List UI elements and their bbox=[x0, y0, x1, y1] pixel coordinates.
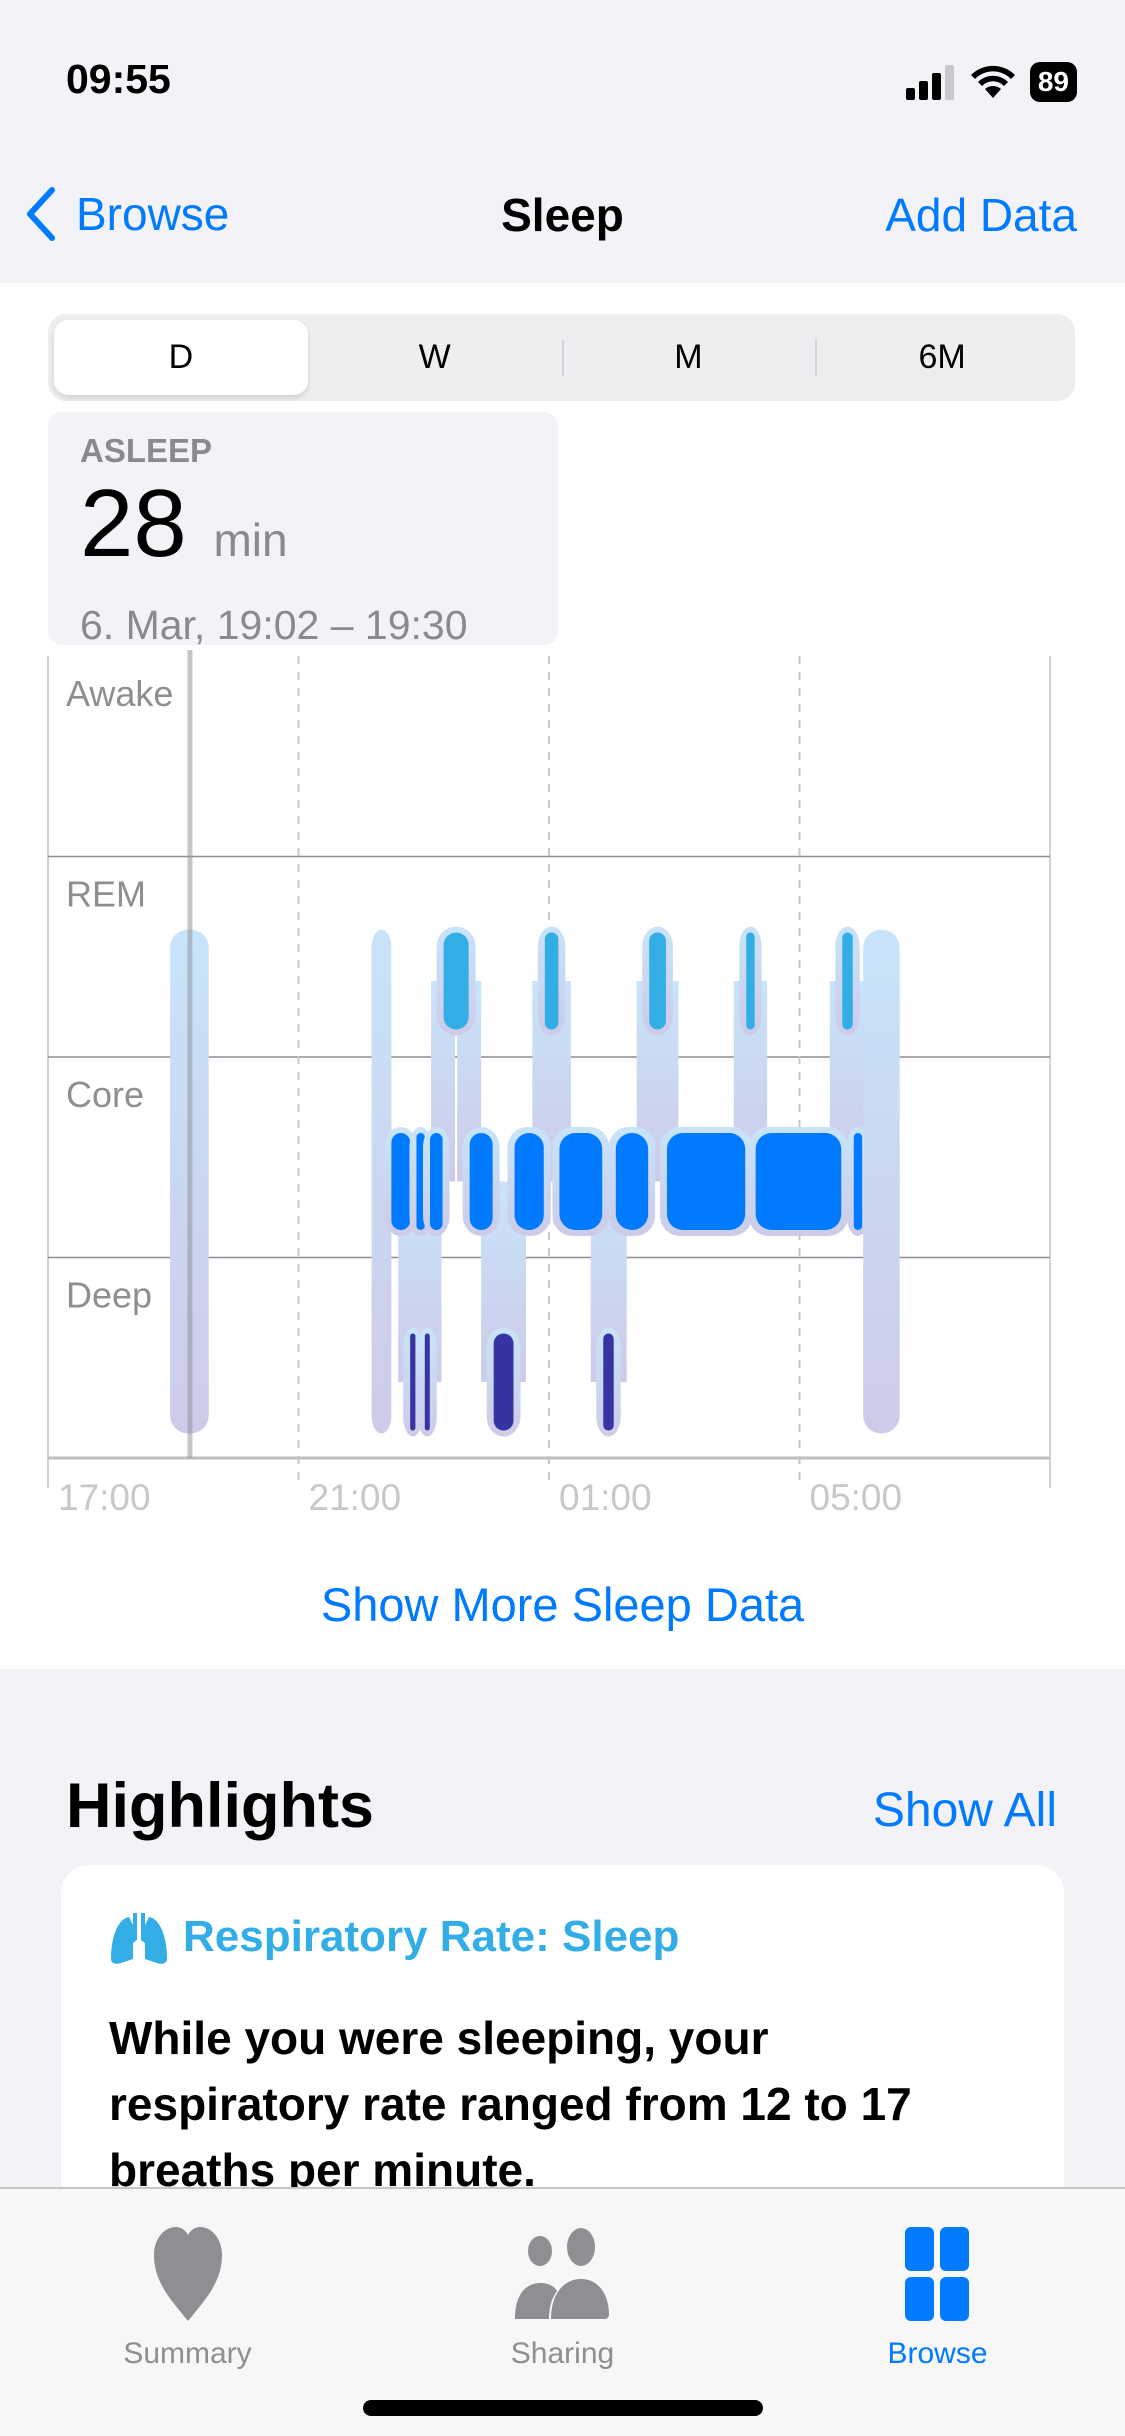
asleep-segment bbox=[371, 929, 392, 1434]
segment-core bbox=[514, 1133, 544, 1230]
chevron-left-icon bbox=[27, 187, 55, 241]
row-label-awake: Awake bbox=[66, 673, 173, 714]
segment-rem bbox=[544, 932, 559, 1030]
asleep-segment bbox=[863, 929, 900, 1434]
segment-rem bbox=[842, 932, 853, 1030]
x-tick-label: 01:00 bbox=[559, 1477, 652, 1518]
x-tick-label: 05:00 bbox=[810, 1477, 903, 1518]
segment-core bbox=[666, 1133, 746, 1230]
status-time: 09:55 bbox=[66, 56, 171, 102]
segment-deep bbox=[603, 1333, 614, 1431]
people-icon bbox=[514, 2228, 609, 2319]
tab-summary-label: Summary bbox=[123, 2337, 252, 2370]
segment-month[interactable]: M bbox=[561, 320, 816, 395]
asleep-unit: min bbox=[213, 514, 288, 566]
segment-core bbox=[755, 1133, 842, 1230]
segment-core bbox=[853, 1133, 863, 1230]
sleep-stages-chart[interactable]: 17:00 21:00 01:00 05:00 Awake REM Core Deep bbox=[0, 650, 1125, 1520]
segment-rem bbox=[443, 932, 469, 1030]
tab-sharing[interactable]: Sharing bbox=[375, 2189, 750, 2436]
back-button[interactable]: Browse bbox=[24, 186, 229, 242]
asleep-summary: ASLEEP 28 min 6. Mar, 19:02 – 19:30 bbox=[48, 412, 558, 648]
show-all-link[interactable]: Show All bbox=[872, 1784, 1057, 1837]
status-icons: 89 bbox=[905, 62, 1077, 102]
battery-indicator: 89 bbox=[1029, 62, 1077, 102]
segment-day[interactable]: D bbox=[54, 320, 308, 395]
lungs-icon bbox=[111, 1913, 167, 1964]
segment-core bbox=[469, 1133, 493, 1230]
segment-week[interactable]: W bbox=[418, 338, 451, 376]
page-title: Sleep bbox=[501, 189, 624, 241]
show-more-sleep-data-link[interactable]: Show More Sleep Data bbox=[320, 1578, 805, 1631]
segment-core bbox=[391, 1133, 411, 1230]
tab-sharing-label: Sharing bbox=[510, 2337, 615, 2370]
segment-core bbox=[615, 1133, 649, 1230]
segment-deep bbox=[410, 1333, 416, 1431]
segment-deep bbox=[424, 1333, 430, 1431]
segment-6-months[interactable]: 6M bbox=[815, 320, 1069, 395]
asleep-value: 28 bbox=[80, 470, 187, 577]
tab-browse[interactable]: Browse bbox=[750, 2189, 1125, 2436]
tab-bar: Summary Sharing Browse bbox=[0, 2187, 1125, 2436]
highlight-card-body: While you were sleeping, your respirator… bbox=[109, 2012, 912, 2196]
segment-core bbox=[559, 1133, 603, 1230]
back-label: Browse bbox=[76, 188, 230, 240]
home-indicator bbox=[363, 2400, 763, 2416]
segment-rem bbox=[746, 932, 755, 1030]
highlight-card-title: Respiratory Rate: Sleep bbox=[183, 1912, 680, 1961]
asleep-time-range: 6. Mar, 19:02 – 19:30 bbox=[80, 602, 468, 648]
heart-icon bbox=[153, 2227, 222, 2321]
x-tick-label: 21:00 bbox=[309, 1477, 402, 1518]
tab-summary[interactable]: Summary bbox=[0, 2189, 375, 2436]
segment-core bbox=[416, 1133, 425, 1230]
tab-browse-label: Browse bbox=[887, 2337, 988, 2370]
segment-rem bbox=[649, 932, 666, 1030]
row-label-core: Core bbox=[66, 1074, 144, 1115]
add-data-button[interactable]: Add Data bbox=[885, 189, 1077, 241]
segment-deep bbox=[493, 1333, 514, 1431]
x-tick-label: 17:00 bbox=[58, 1477, 151, 1518]
row-label-rem: REM bbox=[66, 874, 146, 915]
period-segmented-control: D W M 6M bbox=[48, 314, 1075, 401]
row-label-deep: Deep bbox=[66, 1275, 152, 1316]
grid-icon bbox=[904, 2227, 969, 2321]
highlights-title: Highlights bbox=[66, 1771, 374, 1841]
segment-core bbox=[430, 1133, 443, 1230]
signal-icon bbox=[905, 65, 954, 100]
asleep-label: ASLEEP bbox=[80, 432, 213, 469]
wifi-icon bbox=[970, 65, 1015, 98]
